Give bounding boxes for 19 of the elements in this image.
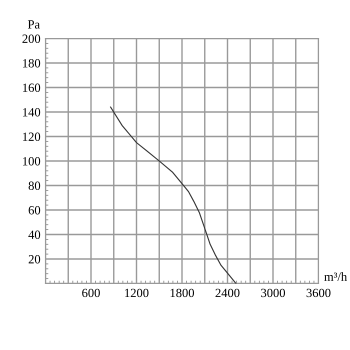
y-tick-label: 200 (22, 34, 40, 43)
y-tick-label: 80 (28, 182, 40, 190)
line-series (110, 106, 237, 284)
y-tick-label: 60 (28, 206, 40, 214)
x-tick-label: 1200 (125, 288, 149, 298)
y-tick-label: 40 (28, 230, 40, 239)
x-tick-label: 3000 (261, 288, 286, 298)
y-axis-title: Pa (28, 20, 40, 29)
x-tick-label: 3600 (306, 288, 331, 298)
y-tick-label: 160 (22, 84, 40, 92)
y-tick-label: 140 (22, 108, 40, 116)
x-tick-label: 1800 (170, 288, 194, 298)
y-tick-label: 120 (22, 132, 40, 141)
x-axis-title: m³/h (324, 272, 347, 281)
x-tick-label: 2400 (216, 288, 240, 298)
x-tick-label: 600 (82, 288, 100, 298)
y-tick-label: 100 (22, 157, 40, 166)
y-tick-label: 180 (22, 59, 40, 68)
y-tick-label: 20 (28, 255, 40, 264)
